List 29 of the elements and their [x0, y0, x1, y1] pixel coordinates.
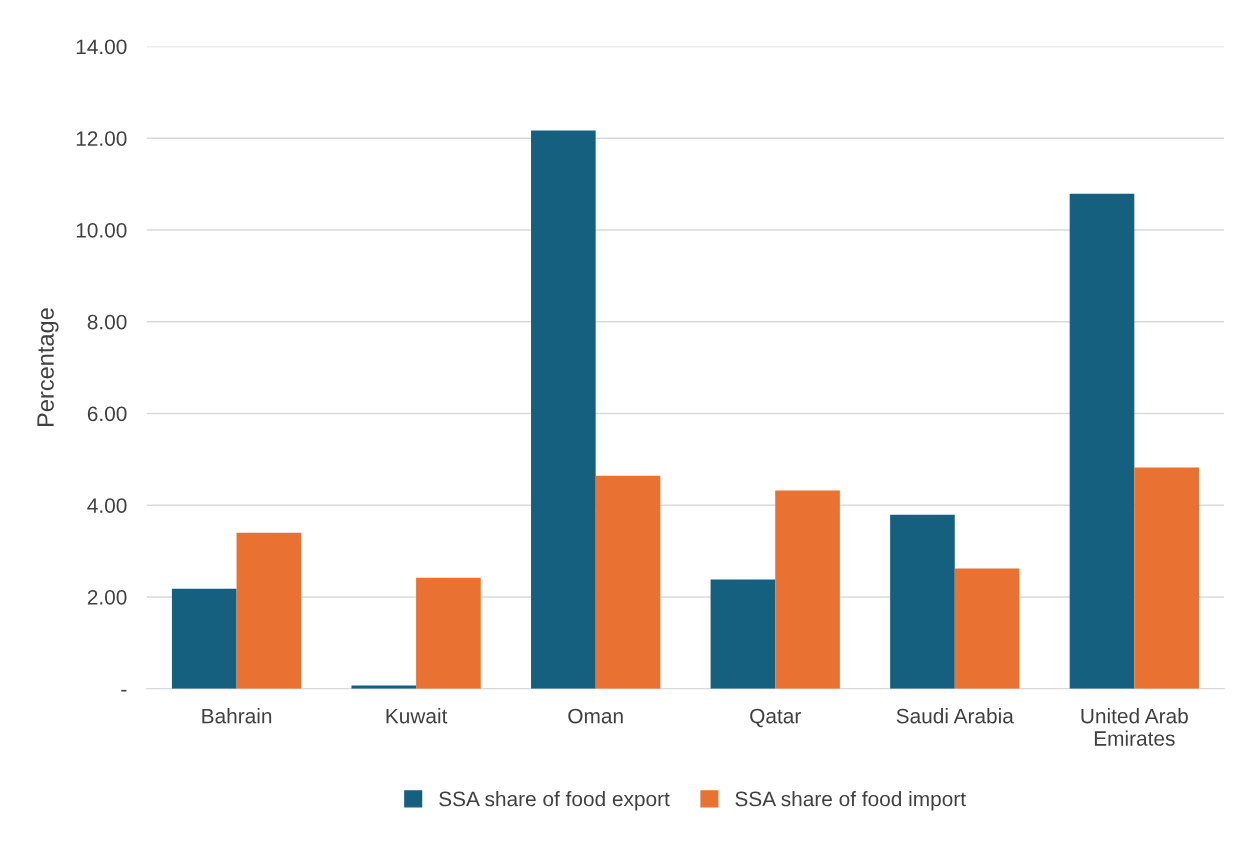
x-tick-label: Saudi Arabia [896, 708, 1014, 724]
y-tick-label: 12.00 [76, 131, 127, 146]
bar [595, 475, 661, 689]
y-tick-label: 2.00 [87, 589, 127, 605]
x-tick-label: Bahrain [202, 708, 272, 724]
y-tick-label: 4.00 [87, 498, 127, 513]
y-tick-label: 14.00 [76, 39, 127, 55]
x-tick-label: Kuwait [386, 708, 448, 724]
bar [236, 532, 302, 689]
bar [171, 588, 237, 689]
bar [890, 514, 955, 689]
y-tick-label: 6.00 [87, 406, 127, 422]
bar [351, 685, 417, 689]
bar [954, 568, 1020, 689]
y-tick-label: 10.00 [76, 222, 127, 238]
x-tick-label: Qatar [750, 708, 801, 728]
y-tick-label: 8.00 [87, 314, 127, 330]
y-tick-label: - [121, 689, 127, 692]
x-tick-label: United Arab Emirates [1081, 708, 1188, 746]
x-tick-label: Oman [568, 708, 623, 724]
bar [416, 577, 481, 689]
bar [531, 130, 596, 689]
bar [1069, 193, 1135, 689]
bar [775, 490, 840, 689]
y-axis-title: Percentage [37, 308, 59, 427]
legend-label: SSA share of food export [439, 791, 670, 811]
bar [710, 579, 776, 689]
legend-label: SSA share of food import [735, 791, 966, 811]
bar [1134, 467, 1199, 689]
